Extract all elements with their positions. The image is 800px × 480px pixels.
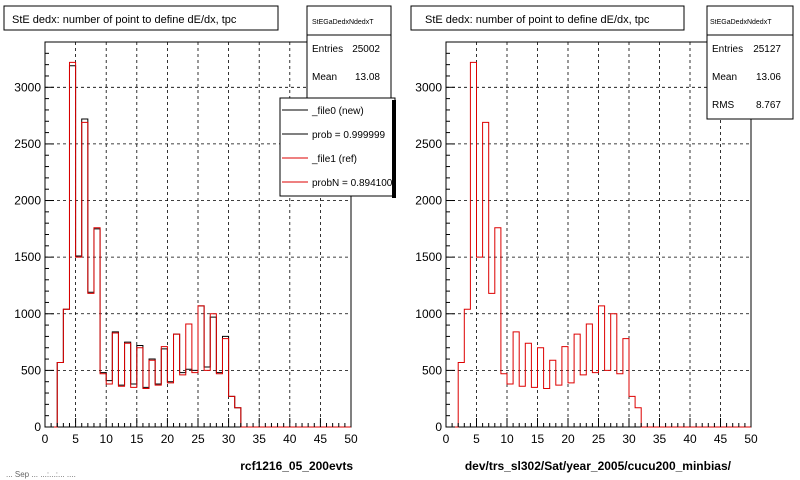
left-title: StE dedx: number of point to define dE/d… xyxy=(12,14,237,26)
right-y-tick-label: 2500 xyxy=(415,137,442,151)
right-x-tick-label: 30 xyxy=(622,432,636,446)
right-x-tick-label: 35 xyxy=(653,432,667,446)
left-stats-name: StEGaDedxNdedxT xyxy=(312,19,374,26)
right-y-tick-label: 1500 xyxy=(415,250,442,264)
right-stats-mean-value: 13.06 xyxy=(756,72,781,83)
right-series-group xyxy=(446,61,751,428)
right-x-tick-label: 45 xyxy=(714,432,728,446)
legend-item-prob: prob = 0.999999 xyxy=(312,130,386,141)
right-title-box xyxy=(410,5,685,31)
right-x-tick-label: 50 xyxy=(744,432,758,446)
right-x-tick-label: 25 xyxy=(592,432,606,446)
left-y-tick-label: 0 xyxy=(34,420,41,434)
right-x-tick-label: 20 xyxy=(561,432,575,446)
left-histogram-panel: 0 5 10 15 20 25 30 35 40 45 5005001000150020002500… xyxy=(3,5,396,473)
left-x-tick-label: 15 xyxy=(130,432,144,446)
left-series-1 xyxy=(45,61,351,428)
left-x-tick-label: 0 xyxy=(42,432,49,446)
right-axes: 0 5 10 15 20 25 30 35 40 45 5005001000150020002500… xyxy=(415,41,758,446)
left-y-tick-label: 1500 xyxy=(14,250,41,264)
left-stats-entries-value: 25002 xyxy=(352,44,380,55)
right-y-tick-label: 3000 xyxy=(415,80,442,94)
left-x-tick-label: 5 xyxy=(72,432,79,446)
right-y-tick-label: 0 xyxy=(435,420,442,434)
left-stats-entries-label: Entries xyxy=(312,44,343,55)
left-x-tick-label: 10 xyxy=(100,432,114,446)
right-x-tick-label: 15 xyxy=(531,432,545,446)
left-x-tick-label: 25 xyxy=(191,432,205,446)
right-stats-entries-label: Entries xyxy=(712,44,743,55)
right-stats-box: StEGaDedxNdedxT Entries 25127 Mean 13.06… xyxy=(706,5,794,120)
legend-item-file0: _file0 (new) xyxy=(311,106,364,117)
left-x-tick-label: 30 xyxy=(222,432,236,446)
right-series-0 xyxy=(446,61,751,428)
right-stats-entries-value: 25127 xyxy=(753,44,781,55)
left-y-tick-label: 3000 xyxy=(14,80,41,94)
right-stats-rms-label: RMS xyxy=(712,100,735,111)
right-x-tick-label: 5 xyxy=(473,432,480,446)
right-y-tick-label: 500 xyxy=(422,363,442,377)
left-stats-box: StEGaDedxNdedxT Entries 25002 Mean 13.08 xyxy=(306,5,392,99)
left-series-group xyxy=(45,61,351,428)
legend-item-probn: probN = 0.894100 xyxy=(312,178,393,189)
left-y-tick-label: 2500 xyxy=(14,137,41,151)
left-x-tick-label: 45 xyxy=(314,432,328,446)
left-x-tick-label: 40 xyxy=(283,432,297,446)
right-y-tick-label: 2000 xyxy=(415,194,442,208)
left-x-tick-label: 50 xyxy=(344,432,358,446)
right-title: StE dedx: number of point to define dE/d… xyxy=(425,14,650,26)
left-stats-mean-label: Mean xyxy=(312,72,337,83)
left-y-tick-label: 500 xyxy=(21,363,41,377)
left-y-tick-label: 1000 xyxy=(14,307,41,321)
legend-item-file1: _file1 (ref) xyxy=(311,154,357,165)
left-title-box xyxy=(3,5,279,31)
right-y-tick-label: 1000 xyxy=(415,307,442,321)
right-x-tick-label: 10 xyxy=(500,432,514,446)
right-stats-mean-label: Mean xyxy=(712,72,737,83)
left-x-tick-label: 20 xyxy=(161,432,175,446)
footer-timestamp: ... Sep ... ...:...:... .... xyxy=(6,470,76,479)
right-stats-name: StEGaDedxNdedxT xyxy=(710,19,772,26)
right-x-tick-label: 40 xyxy=(683,432,697,446)
left-y-tick-label: 2000 xyxy=(14,194,41,208)
right-histogram-panel: 0 5 10 15 20 25 30 35 40 45 5005001000150020002500… xyxy=(410,5,794,473)
left-x-tick-label: 35 xyxy=(253,432,267,446)
right-stats-rms-value: 8.767 xyxy=(756,100,781,111)
left-legend: _file0 (new) prob = 0.999999 _file1 (ref… xyxy=(279,97,396,198)
left-stats-mean-value: 13.08 xyxy=(355,72,380,83)
right-x-tick-label: 0 xyxy=(443,432,450,446)
left-axes: 0 5 10 15 20 25 30 35 40 45 5005001000150020002500… xyxy=(14,41,358,446)
left-x-axis-label: rcf1216_05_200evts xyxy=(240,459,353,473)
right-x-axis-label: dev/trs_sl302/Sat/year_2005/cucu200_minb… xyxy=(465,459,732,473)
